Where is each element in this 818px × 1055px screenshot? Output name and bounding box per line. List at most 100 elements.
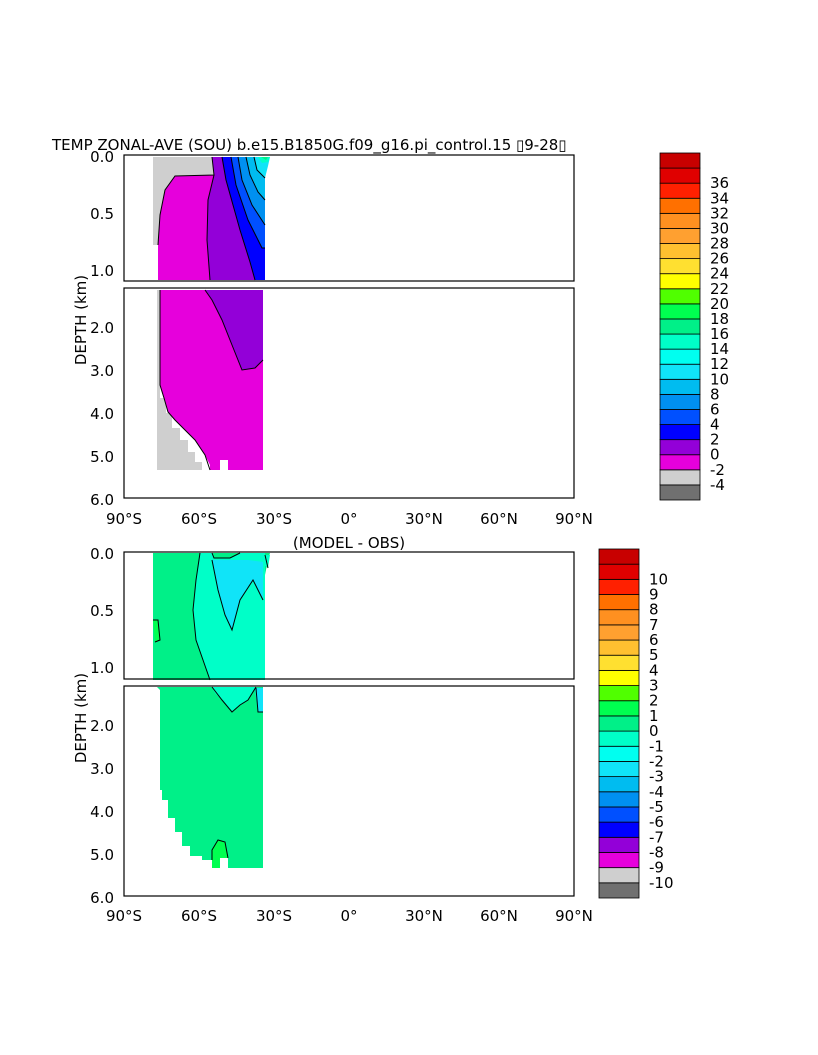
- bottom-colorbar-label: -4: [649, 783, 664, 801]
- bottom-colorbar-label: 7: [649, 616, 659, 634]
- top-colorbar-swatch: [659, 363, 701, 380]
- top-ytick-label: 4.0: [90, 405, 114, 423]
- bottom-colorbar-swatch: [598, 882, 640, 899]
- bottom-xtick-label: 60°S: [181, 907, 217, 925]
- top-ytick-label: 3.0: [90, 362, 114, 380]
- top-lower-white-gap: [220, 460, 228, 470]
- bottom-colorbar-label: 4: [649, 661, 659, 679]
- top-ytick-label: 5.0: [90, 448, 114, 466]
- top-upper-field: [153, 156, 270, 281]
- top-colorbar-swatch: [659, 409, 701, 425]
- top-ytick-label: 1.0: [90, 262, 114, 280]
- bottom-colorbar-label: -7: [649, 828, 664, 846]
- bottom-xtick-label: 30°S: [256, 907, 292, 925]
- top-colorbar-swatch: [659, 393, 701, 410]
- top-colorbar-swatch: [659, 333, 701, 350]
- bottom-colorbar-swatch: [598, 609, 640, 626]
- top-colorbar-swatch: [659, 228, 701, 244]
- top-colorbar-swatch: [659, 439, 701, 456]
- top-colorbar-label: 24: [710, 265, 729, 283]
- bottom-lower-teal: [212, 687, 256, 712]
- bottom-colorbar-label: -9: [649, 859, 664, 877]
- bottom-colorbar-swatch: [598, 791, 640, 808]
- top-lower-gray: [157, 290, 202, 470]
- bottom-xtick-label: 90°N: [555, 907, 593, 925]
- top-colorbar-label: 6: [710, 400, 720, 418]
- bottom-colorbar-swatch: [598, 836, 640, 853]
- top-colorbar-label: 14: [710, 340, 729, 358]
- bottom-xtick-label: 0°: [340, 907, 357, 925]
- top-ytick-label: 0.0: [90, 148, 114, 166]
- top-xtick-label: 90°S: [106, 510, 142, 528]
- bottom-upper-frame: [123, 551, 575, 680]
- bottom-colorbar-swatch: [598, 821, 640, 838]
- bottom-colorbar-label: 0: [649, 722, 659, 740]
- top-xtick-label: 0°: [340, 510, 357, 528]
- bottom-ylabel: DEPTH (km): [72, 673, 90, 763]
- bottom-colorbar-label: 9: [649, 586, 659, 604]
- top-colorbar-swatch: [659, 182, 701, 199]
- top-colorbar-label: 32: [710, 204, 729, 222]
- top-colorbar-swatch: [659, 484, 701, 501]
- bottom-colorbar-swatch: [598, 700, 640, 717]
- top-upper-purple: [207, 157, 255, 280]
- bottom-colorbar-label: 5: [649, 646, 659, 664]
- bottom-lower-frame: [123, 685, 575, 897]
- top-colorbar-label: 36: [710, 174, 729, 192]
- top-lower-frame: [123, 287, 575, 499]
- bottom-colorbar-label: 6: [649, 631, 659, 649]
- top-colorbar-label: 26: [710, 250, 729, 268]
- bottom-ytick-label: 2.0: [90, 717, 114, 735]
- top-colorbar-swatch: [659, 152, 701, 169]
- bottom-ytick-label: 0.5: [90, 602, 114, 620]
- bottom-colorbar-label: 3: [649, 677, 659, 695]
- top-ytick-label: 6.0: [90, 491, 114, 509]
- top-upper-green2: [261, 157, 268, 160]
- top-xtick-label: 90°N: [555, 510, 593, 528]
- top-colorbar-swatch: [659, 288, 701, 305]
- top-upper-blue3: [238, 157, 265, 225]
- top-colorbar-swatch: [659, 258, 701, 275]
- top-colorbar-swatch: [659, 197, 701, 214]
- bottom-ytick-label: 3.0: [90, 760, 114, 778]
- top-colorbar-swatch: [659, 167, 701, 184]
- top-colorbar-label: 20: [710, 295, 729, 313]
- bottom-colorbar-swatch: [598, 685, 640, 702]
- top-colorbar-label: 34: [710, 189, 729, 207]
- bottom-colorbar-swatch: [598, 563, 640, 580]
- bottom-lower-spot: [212, 840, 228, 868]
- top-upper-gray: [153, 157, 214, 245]
- top-lower-purple: [205, 290, 263, 370]
- top-xtick-label: 30°S: [256, 510, 292, 528]
- bottom-colorbar-swatch: [598, 806, 640, 823]
- top-colorbar-label: 8: [710, 385, 720, 403]
- top-colorbar-label: 10: [710, 370, 729, 388]
- bottom-colorbar-swatch: [598, 852, 640, 869]
- bottom-xtick-label: 30°N: [405, 907, 443, 925]
- bottom-colorbar-label: -2: [649, 752, 664, 770]
- top-colorbar-label: 2: [710, 431, 720, 449]
- top-lower-field: [157, 289, 264, 471]
- top-colorbar-label: -2: [710, 461, 725, 479]
- bottom-colorbar-label: -6: [649, 813, 664, 831]
- top-ytick-label: 2.0: [90, 319, 114, 337]
- bottom-colorbar-swatch: [598, 867, 640, 884]
- bottom-colorbar-label: 8: [649, 601, 659, 619]
- top-xtick-label: 60°N: [480, 510, 518, 528]
- bottom-colorbar-swatch: [598, 761, 640, 778]
- top-colorbar-label: 30: [710, 219, 729, 237]
- top-xticks: 90°S 60°S 30°S 0° 30°N 60°N 90°N: [106, 510, 593, 528]
- bottom-colorbar-swatch: [598, 730, 640, 747]
- top-upper-blue2: [231, 157, 265, 248]
- top-colorbar-swatch: [659, 273, 701, 290]
- top-colorbar-label: 18: [710, 310, 729, 328]
- top-upper-frame: [123, 154, 575, 282]
- bottom-ytick-label: 0.0: [90, 545, 114, 563]
- bottom-colorbar-swatch: [598, 548, 640, 565]
- bottom-ytick-label: 6.0: [90, 889, 114, 907]
- bottom-colorbar-label: 10: [649, 570, 668, 588]
- top-upper-cyan: [246, 157, 265, 200]
